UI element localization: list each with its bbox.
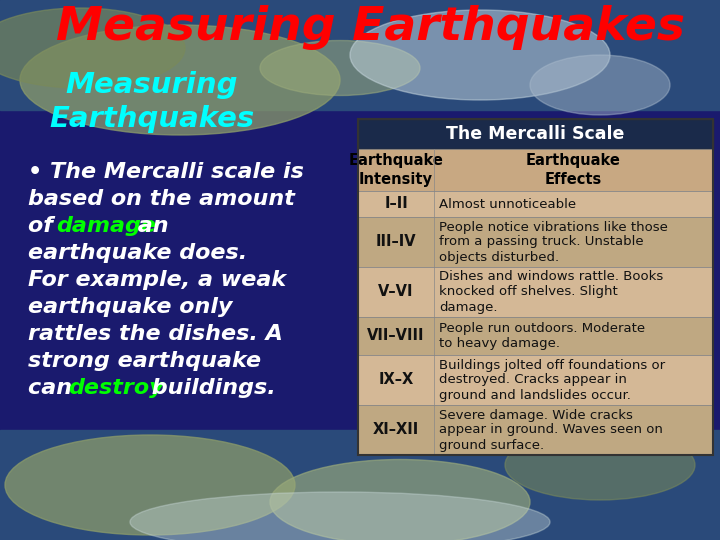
- Text: earthquake only: earthquake only: [28, 297, 233, 317]
- Text: Measuring
Earthquakes: Measuring Earthquakes: [50, 71, 255, 133]
- Text: I–II: I–II: [384, 197, 408, 212]
- Text: buildings.: buildings.: [144, 378, 276, 398]
- Text: For example, a weak: For example, a weak: [28, 270, 286, 290]
- Text: Earthquake
Intensity: Earthquake Intensity: [348, 153, 444, 187]
- Ellipse shape: [350, 10, 610, 100]
- Bar: [358, 355, 713, 405]
- Bar: [358, 405, 713, 455]
- Text: IX–X: IX–X: [379, 373, 413, 388]
- Bar: [358, 217, 713, 267]
- Text: Measuring Earthquakes: Measuring Earthquakes: [55, 5, 685, 51]
- Ellipse shape: [530, 55, 670, 115]
- Ellipse shape: [270, 460, 530, 540]
- Text: can: can: [28, 378, 80, 398]
- Text: XI–XII: XI–XII: [373, 422, 419, 437]
- Text: People notice vibrations like those
from a passing truck. Unstable
objects distu: People notice vibrations like those from…: [439, 220, 668, 264]
- Text: People run outdoors. Moderate
to heavy damage.: People run outdoors. Moderate to heavy d…: [439, 322, 645, 350]
- Text: Severe damage. Wide cracks
appear in ground. Waves seen on
ground surface.: Severe damage. Wide cracks appear in gro…: [439, 408, 663, 451]
- Text: III–IV: III–IV: [376, 234, 416, 249]
- Ellipse shape: [505, 430, 695, 500]
- Text: Almost unnoticeable: Almost unnoticeable: [439, 198, 576, 211]
- Text: of: of: [28, 216, 60, 236]
- Text: Earthquake
Effects: Earthquake Effects: [526, 153, 621, 187]
- Bar: [358, 317, 713, 355]
- Text: rattles the dishes. A: rattles the dishes. A: [28, 324, 283, 344]
- Bar: [358, 149, 713, 191]
- Text: earthquake does.: earthquake does.: [28, 243, 247, 263]
- Bar: [0, 0, 720, 110]
- Ellipse shape: [260, 40, 420, 96]
- Text: based on the amount: based on the amount: [28, 189, 295, 209]
- Text: destroy: destroy: [68, 378, 163, 398]
- Bar: [358, 119, 713, 455]
- Bar: [358, 267, 713, 317]
- Text: an: an: [130, 216, 168, 236]
- Ellipse shape: [5, 435, 295, 535]
- Ellipse shape: [130, 492, 550, 540]
- Text: Dishes and windows rattle. Books
knocked off shelves. Slight
damage.: Dishes and windows rattle. Books knocked…: [439, 271, 663, 314]
- Bar: [0, 430, 720, 540]
- Bar: [358, 191, 713, 217]
- Bar: [358, 119, 713, 149]
- Text: V–VI: V–VI: [378, 285, 414, 300]
- Text: VII–VIII: VII–VIII: [367, 328, 425, 343]
- Ellipse shape: [20, 25, 340, 135]
- Text: The Mercalli Scale: The Mercalli Scale: [446, 125, 625, 143]
- Ellipse shape: [0, 8, 185, 88]
- Text: • The Mercalli scale is: • The Mercalli scale is: [28, 162, 304, 182]
- Text: Buildings jolted off foundations or
destroyed. Cracks appear in
ground and lands: Buildings jolted off foundations or dest…: [439, 359, 665, 402]
- Text: damage: damage: [56, 216, 156, 236]
- Text: strong earthquake: strong earthquake: [28, 351, 261, 371]
